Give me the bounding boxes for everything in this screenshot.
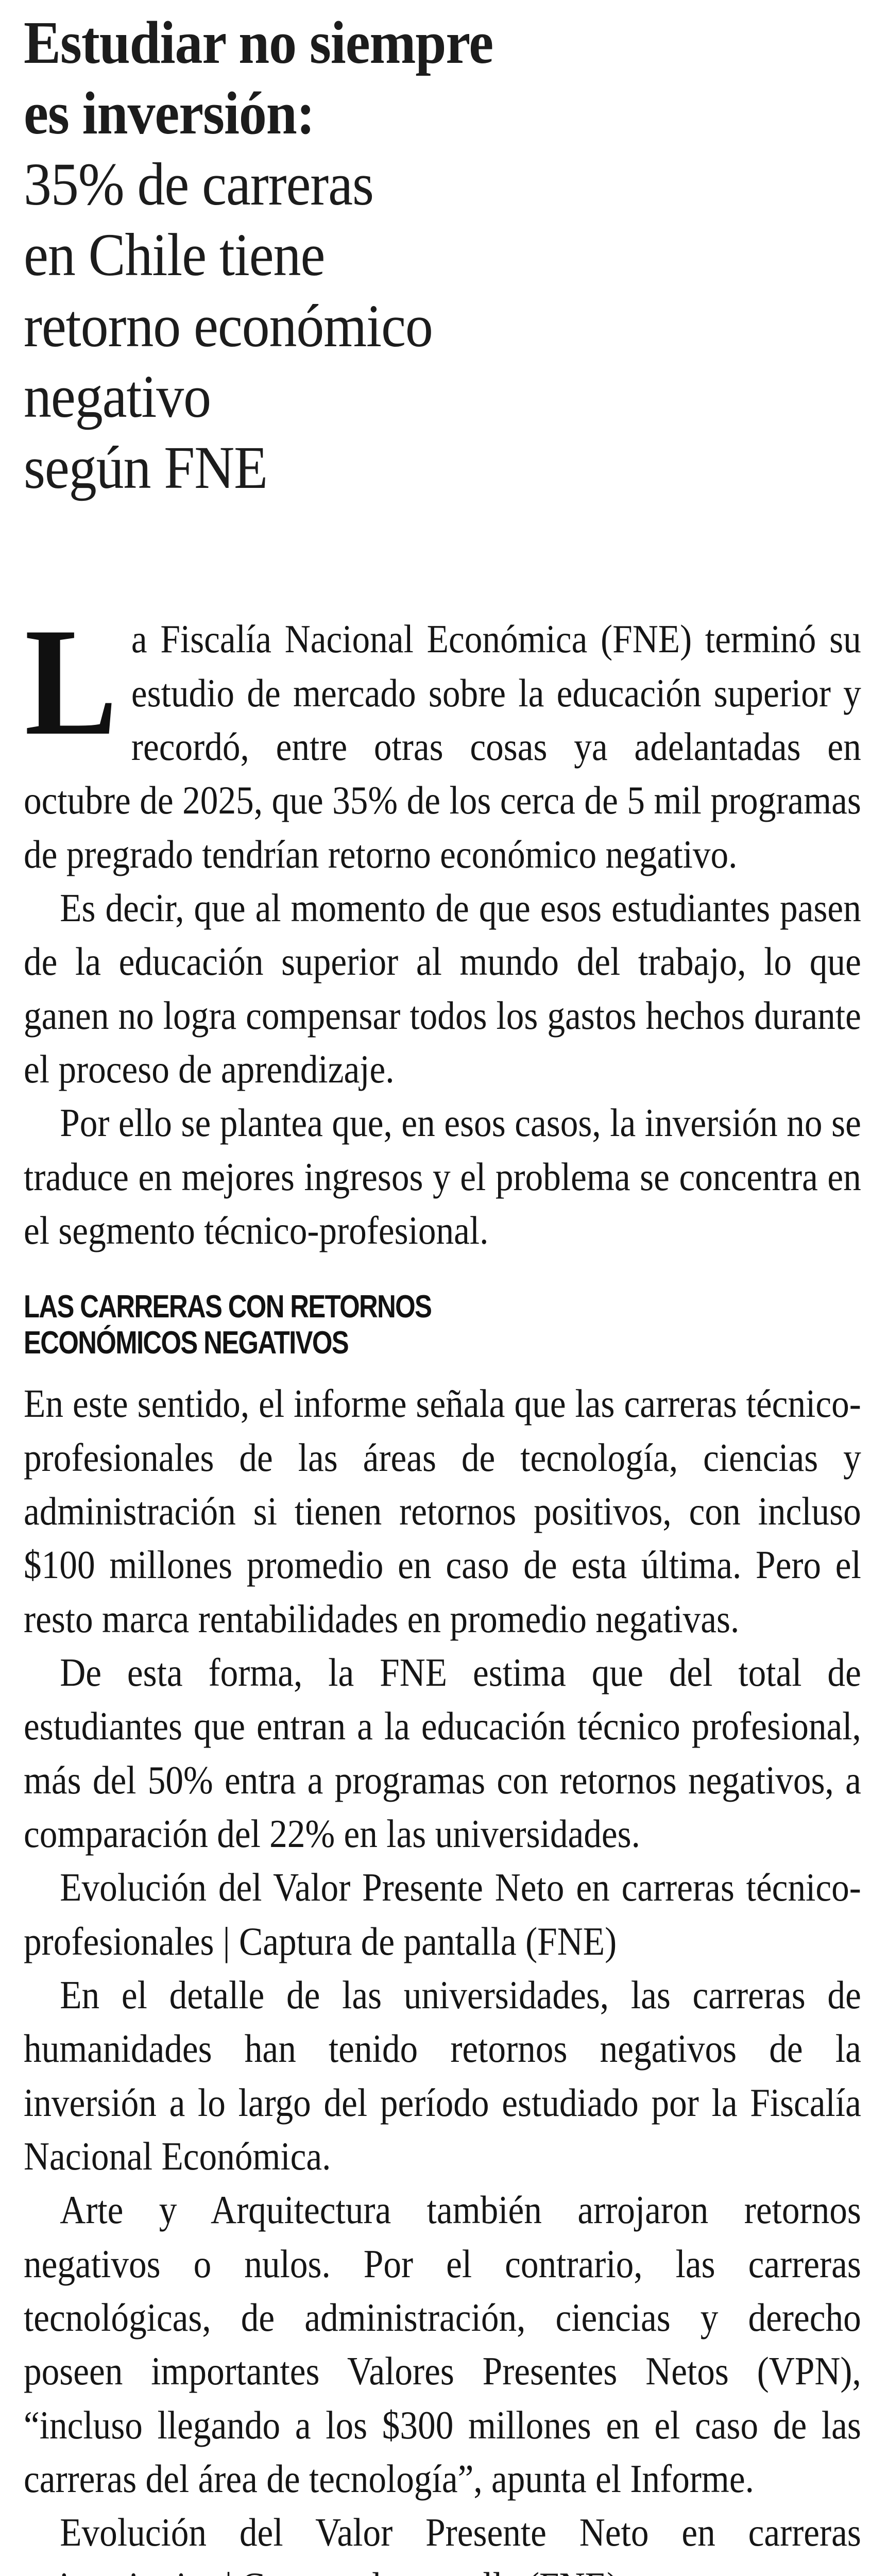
lead-paragraph-text: a Fiscalía Nacional Económica (FNE) term… [24, 617, 861, 876]
paragraph: En el detalle de las universidades, las … [24, 1972, 861, 2178]
paragraph: Es decir, que al momento de que esos est… [24, 885, 861, 1091]
subhead-line-1: LAS CARRERAS CON RETORNOS [24, 1289, 432, 1325]
headline-line-4: en Chile tiene [24, 221, 325, 289]
paragraph: Arte y Arquitectura también arrojaron re… [24, 2188, 861, 2501]
headline-line-1: Estudiar no siempre [24, 9, 493, 76]
figure-caption: Evolución del Valor Presente Neto en car… [24, 1865, 861, 1963]
headline-line-3: 35% de carreras [24, 150, 374, 218]
paragraph: Por ello se plantea que, en esos casos, … [24, 1100, 861, 1252]
section-subhead: LAS CARRERAS CON RETORNOS ECONÓMICOS NEG… [24, 1289, 862, 1361]
paragraph: De esta forma, la FNE estima que del tot… [24, 1650, 861, 1856]
paragraph: En este sentido, el informe señala que l… [24, 1381, 861, 1641]
headline-line-6: negativo [24, 363, 211, 431]
drop-cap-letter: L [24, 596, 117, 768]
subhead-line-2: ECONÓMICOS NEGATIVOS [24, 1325, 349, 1361]
headline-line-2: es inversión: [24, 79, 315, 147]
article-body-bottom: En este sentido, el informe señala que l… [24, 1377, 861, 2576]
headline-line-5: retorno económico [24, 292, 433, 360]
headline-line-7: según FNE [24, 433, 268, 501]
article-headline: Estudiar no siempre es inversión: 35% de… [24, 0, 859, 503]
figure-caption: Evolución del Valor Presente Neto en car… [24, 2510, 861, 2576]
